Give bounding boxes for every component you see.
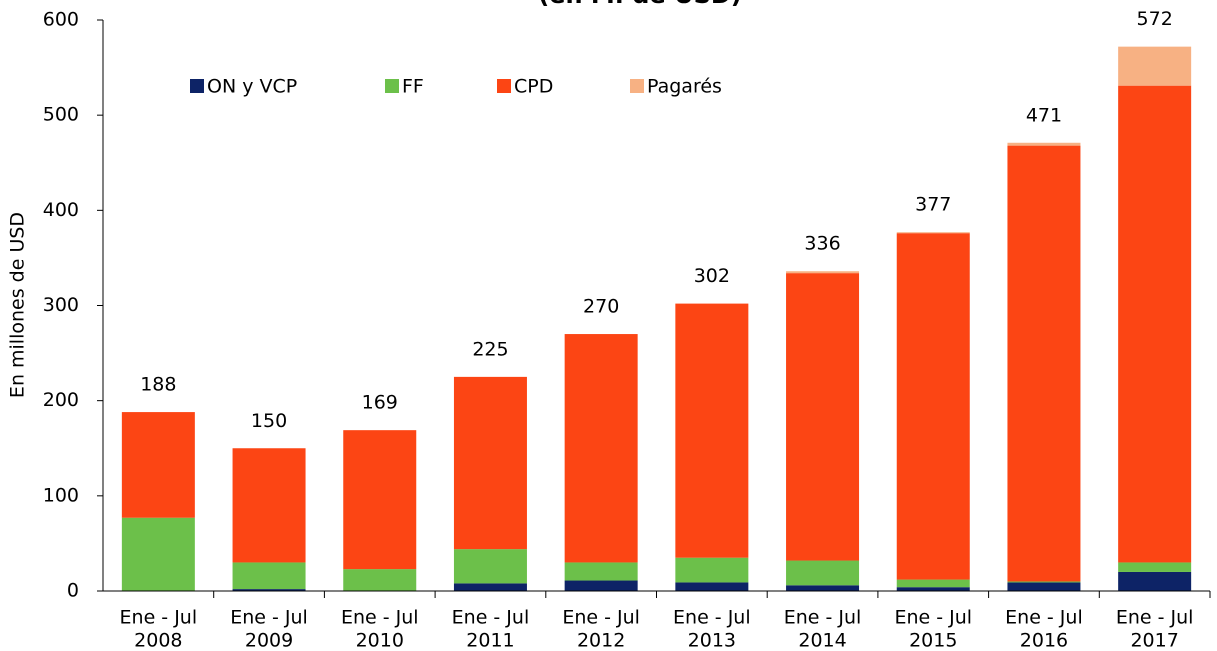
bar-segment [1118, 562, 1192, 572]
bar-segment [453, 583, 527, 591]
x-tick-label: 2011 [466, 630, 514, 651]
total-label: 169 [362, 392, 398, 414]
x-tick-label: Ene - Jul [562, 607, 640, 629]
y-tick-label: 500 [43, 104, 79, 126]
y-tick-label: 100 [43, 484, 79, 506]
x-tick-label: Ene - Jul [230, 607, 308, 629]
y-tick-label: 600 [43, 9, 79, 31]
bar-segment [232, 448, 306, 563]
legend-label: Pagarés [647, 76, 722, 98]
total-label: 471 [1026, 104, 1062, 126]
total-label: 150 [251, 410, 287, 432]
bar-segment [1118, 85, 1192, 563]
legend-swatch [497, 79, 511, 93]
bar-segment [1007, 581, 1081, 583]
x-tick-label: 2010 [356, 630, 404, 651]
bar-segment [786, 560, 860, 586]
bar-segment [232, 589, 306, 591]
bar-segment [896, 233, 970, 580]
x-tick-label: Ene - Jul [1005, 607, 1083, 629]
total-label: 336 [804, 233, 840, 255]
chart-title: (en M. de USD) [538, 0, 742, 9]
total-label: 377 [915, 194, 951, 216]
bar-segment [896, 232, 970, 234]
bar-segment [121, 517, 195, 591]
x-tick-label: 2012 [577, 630, 625, 651]
total-label: 302 [694, 265, 730, 287]
x-tick-label: 2016 [1020, 630, 1068, 651]
bar-segment [675, 557, 749, 583]
x-tick-label: 2017 [1130, 630, 1178, 651]
x-tick-label: Ene - Jul [1116, 607, 1194, 629]
x-tick-label: 2014 [798, 630, 846, 651]
bar-segment [786, 271, 860, 274]
bar-segment [786, 273, 860, 561]
bar-segment [564, 562, 638, 581]
x-tick-label: 2013 [688, 630, 736, 651]
x-tick-label: Ene - Jul [894, 607, 972, 629]
bar-segment [343, 430, 417, 570]
bar-segment [896, 587, 970, 591]
total-label: 270 [583, 296, 619, 318]
bar-segment [675, 303, 749, 558]
x-tick-label: Ene - Jul [120, 607, 198, 629]
bar-segment [1007, 145, 1081, 582]
x-tick-label: Ene - Jul [784, 607, 862, 629]
bar-segment [232, 562, 306, 590]
y-tick-label: 400 [43, 199, 79, 221]
x-tick-label: Ene - Jul [673, 607, 751, 629]
y-tick-label: 0 [67, 580, 79, 602]
y-axis-label: En millones de USD [7, 212, 29, 398]
bar-segment [1007, 142, 1081, 146]
total-label: 188 [140, 374, 176, 396]
bar-segment [896, 579, 970, 588]
x-tick-label: 2015 [909, 630, 957, 651]
x-tick-label: 2009 [245, 630, 293, 651]
x-tick-label: 2008 [134, 630, 182, 651]
total-label: 225 [472, 338, 508, 360]
bar-segment [564, 334, 638, 563]
bar-segment [343, 569, 417, 591]
x-tick-label: Ene - Jul [341, 607, 419, 629]
x-tick-label: Ene - Jul [452, 607, 530, 629]
bar-segment [1007, 582, 1081, 591]
bar-segment [1118, 46, 1192, 86]
total-label: 572 [1137, 8, 1173, 30]
legend-swatch [385, 79, 399, 93]
bar-segment [786, 585, 860, 591]
legend-label: FF [402, 76, 424, 98]
bar-segment [1118, 571, 1192, 591]
bar-segment [121, 412, 195, 518]
y-tick-label: 300 [43, 294, 79, 316]
legend-swatch [630, 79, 644, 93]
y-tick-label: 200 [43, 389, 79, 411]
legend-swatch [190, 79, 204, 93]
bar-segment [675, 582, 749, 591]
bar-segment [453, 549, 527, 584]
legend-label: CPD [514, 76, 553, 98]
bar-segment [453, 376, 527, 550]
bar-segment [564, 580, 638, 591]
legend-label: ON y VCP [207, 76, 297, 98]
